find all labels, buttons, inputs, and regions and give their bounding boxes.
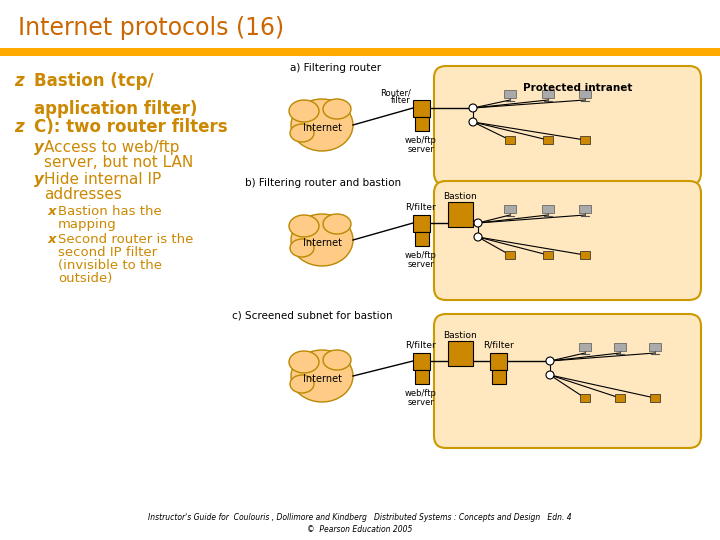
Text: server: server [408,398,434,407]
Text: server: server [408,145,434,154]
Text: a) Filtering router: a) Filtering router [290,63,381,73]
Text: b) Filtering router and bastion: b) Filtering router and bastion [245,178,401,188]
FancyBboxPatch shape [434,314,701,448]
Circle shape [474,233,482,241]
Bar [415,370,429,384]
Text: web/ftp: web/ftp [405,136,437,145]
Bar [542,205,554,213]
Ellipse shape [323,99,351,119]
Bar [580,251,590,259]
Bar [413,353,430,370]
Text: C): two router filters: C): two router filters [34,118,228,136]
Text: ©  Pearson Education 2005: © Pearson Education 2005 [307,524,413,534]
Bar [543,251,553,259]
Bar [504,205,516,213]
Bar [504,90,516,98]
Bar [615,394,625,402]
Bar [580,394,590,402]
Text: Internet: Internet [302,374,341,384]
Text: z: z [14,72,24,90]
Bar [505,251,515,259]
Text: Access to web/ftp: Access to web/ftp [44,140,179,155]
Text: application filter): application filter) [34,100,197,118]
Text: Bastion: Bastion [443,331,477,340]
Text: server, but not LAN: server, but not LAN [44,155,193,170]
Circle shape [546,371,554,379]
Text: Protected intranet: Protected intranet [523,83,632,93]
Text: y: y [34,172,44,187]
Text: Instructor's Guide for  Coulouris , Dollimore and Kindberg   Distributed Systems: Instructor's Guide for Coulouris , Dolli… [148,514,572,523]
Text: (invisible to the: (invisible to the [58,259,162,272]
Ellipse shape [290,375,314,393]
Ellipse shape [291,99,353,151]
Ellipse shape [290,239,314,257]
Text: mapping: mapping [58,218,117,231]
Text: web/ftp: web/ftp [405,389,437,398]
Text: R/filter: R/filter [482,341,513,350]
Bar [505,136,515,144]
Text: outside): outside) [58,272,112,285]
Text: x: x [48,233,56,246]
FancyBboxPatch shape [434,181,701,300]
Circle shape [469,104,477,112]
FancyBboxPatch shape [434,66,701,185]
Text: Internet: Internet [302,123,341,133]
Text: Bastion has the: Bastion has the [58,205,162,218]
Text: Second router is the: Second router is the [58,233,194,246]
Bar [579,205,591,213]
Bar [413,100,430,117]
Bar [448,341,473,366]
Text: R/filter: R/filter [405,341,436,350]
Text: y: y [34,140,44,155]
Bar [492,370,506,384]
Bar [543,136,553,144]
Bar [490,353,507,370]
Ellipse shape [290,124,314,142]
Circle shape [546,357,554,365]
Bar [0,48,720,56]
Circle shape [469,118,477,126]
Text: Hide internal IP: Hide internal IP [44,172,161,187]
Ellipse shape [289,351,319,373]
Bar [415,232,429,246]
Text: addresses: addresses [44,187,122,202]
Text: z: z [14,118,24,136]
Bar [579,90,591,98]
Text: server: server [408,260,434,269]
Text: R/filter: R/filter [405,203,436,212]
Ellipse shape [323,350,351,370]
Text: c) Screened subnet for bastion: c) Screened subnet for bastion [232,311,392,321]
Text: Bastion: Bastion [443,192,477,201]
Bar [542,90,554,98]
Bar [650,394,660,402]
Bar [580,136,590,144]
Text: Internet: Internet [302,238,341,248]
Bar [415,117,429,131]
Ellipse shape [289,215,319,237]
Ellipse shape [291,350,353,402]
Bar [413,215,430,232]
Text: web/ftp: web/ftp [405,251,437,260]
Text: filter: filter [391,96,411,105]
Circle shape [474,219,482,227]
Text: second IP filter: second IP filter [58,246,157,259]
Text: Internet protocols (16): Internet protocols (16) [18,16,284,40]
Text: x: x [48,205,56,218]
Bar [649,343,661,351]
Bar [614,343,626,351]
Bar [579,343,591,351]
Text: Bastion (tcp/: Bastion (tcp/ [34,72,153,90]
Text: Router/: Router/ [380,89,411,98]
Bar [448,202,473,227]
Ellipse shape [323,214,351,234]
Ellipse shape [291,214,353,266]
Ellipse shape [289,100,319,122]
